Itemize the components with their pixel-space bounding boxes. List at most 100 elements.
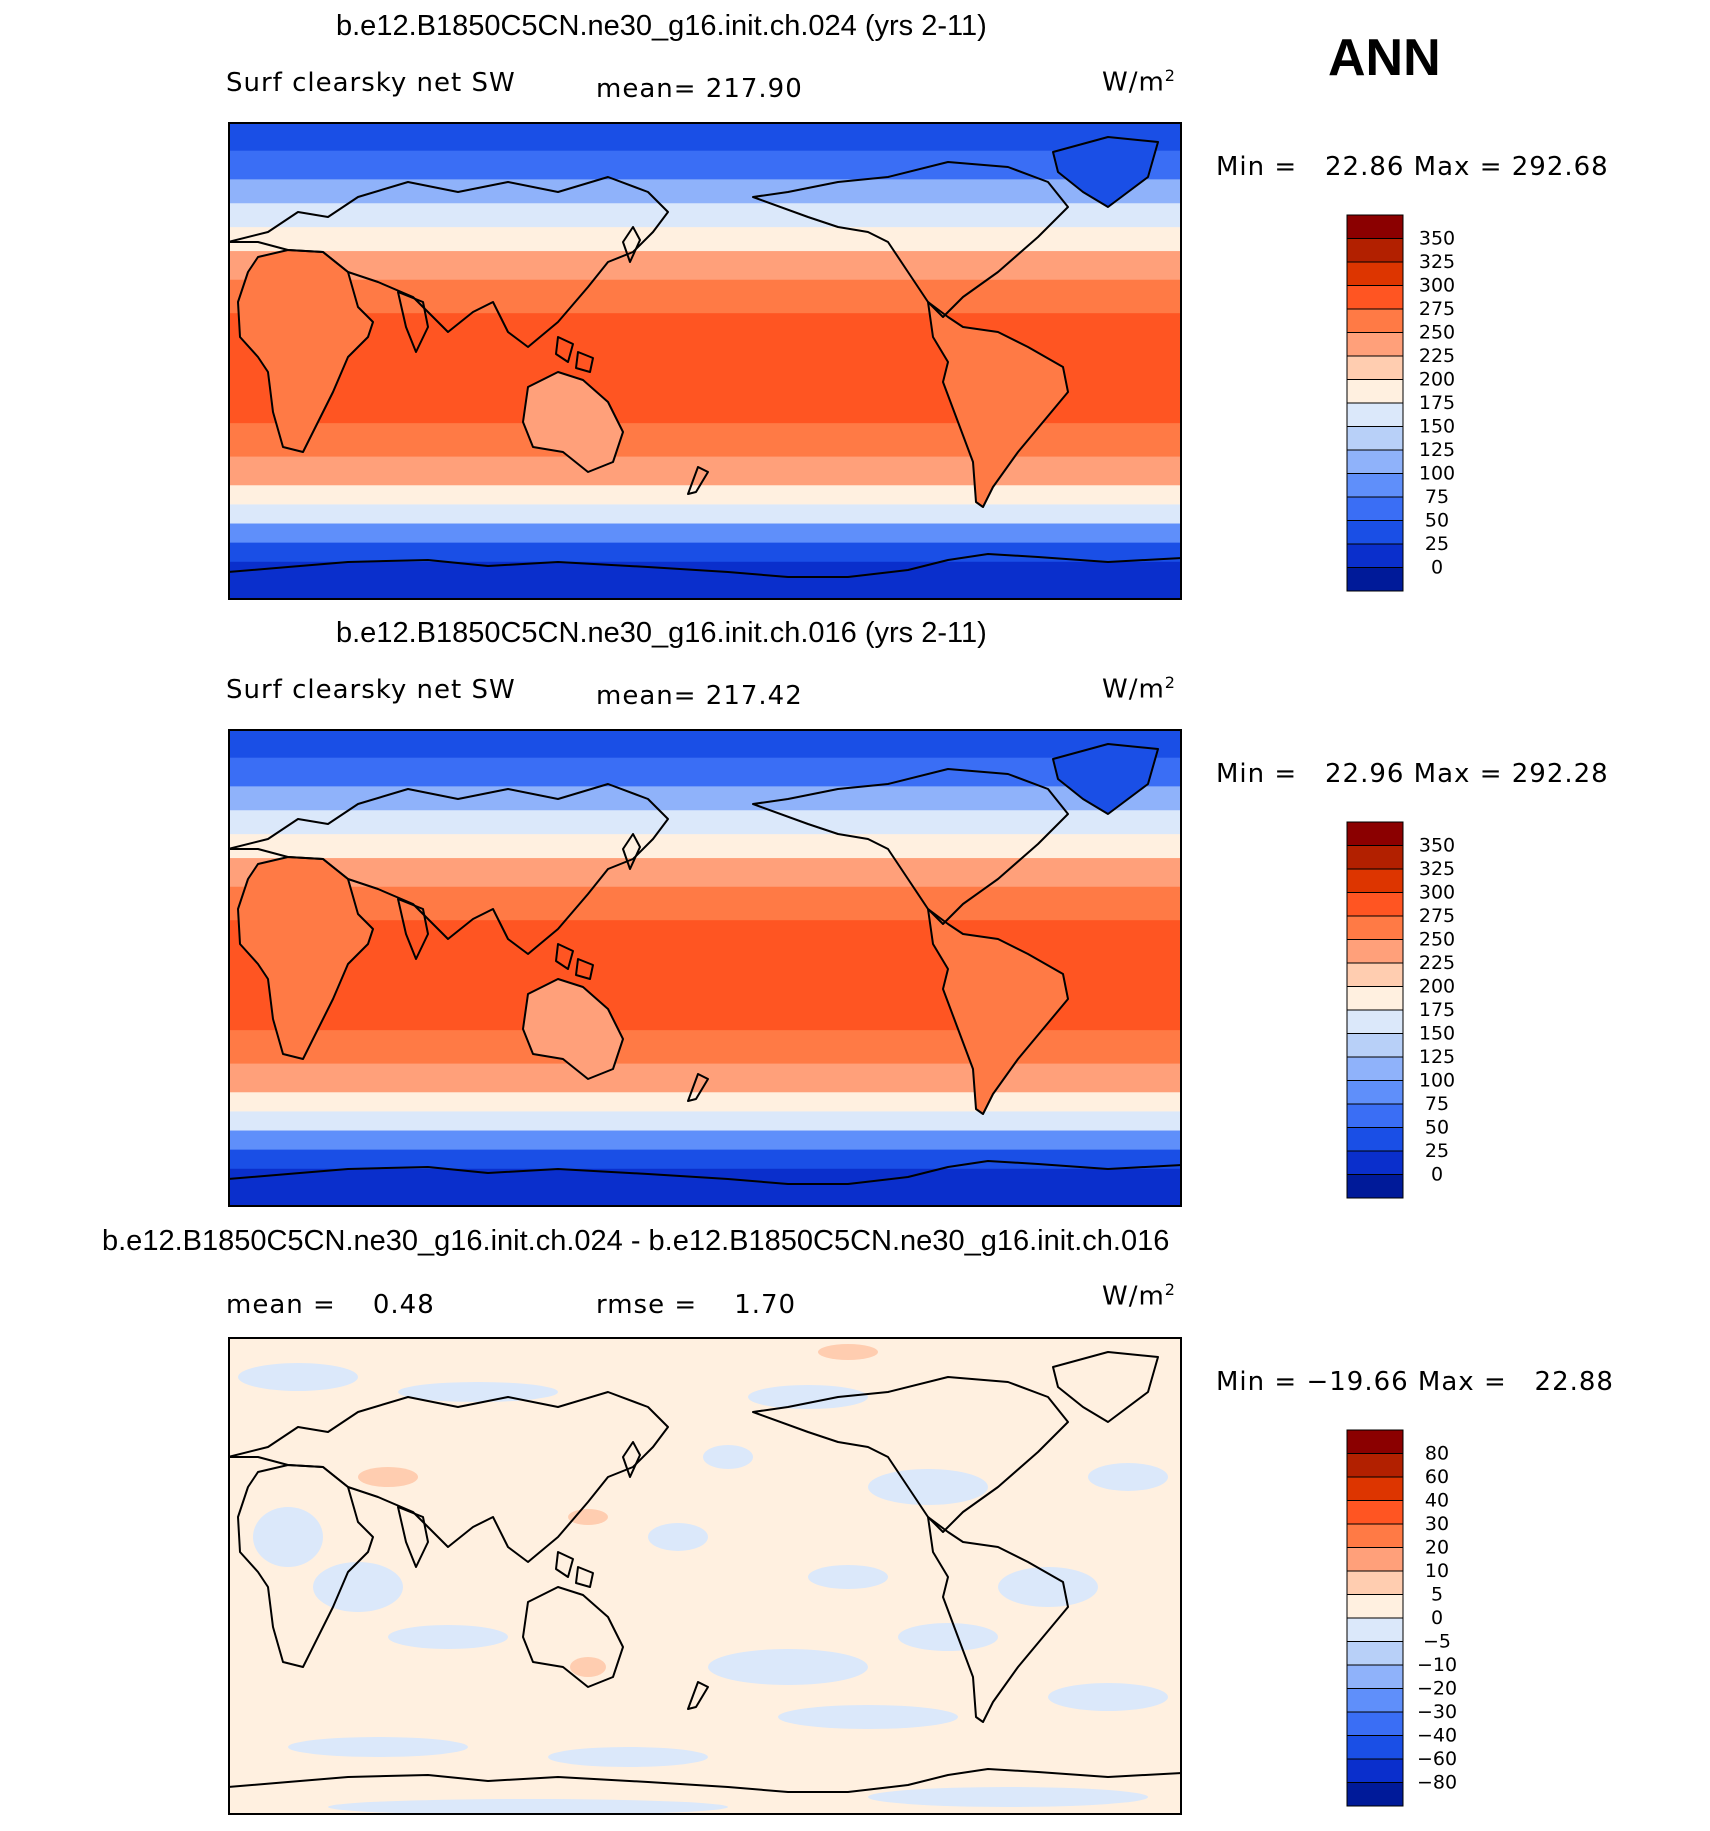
contour-band (228, 1149, 1182, 1170)
legend-swatch (1346, 1523, 1404, 1548)
coastline (228, 176, 669, 348)
legend-label: 175 (1419, 999, 1455, 1021)
contour-blob (818, 1344, 878, 1360)
legend-swatch (1346, 261, 1404, 286)
coastline (555, 336, 574, 363)
contour-band (228, 227, 1182, 253)
legend-swatch (1346, 1103, 1404, 1128)
coastline (687, 466, 709, 495)
contour-blob (808, 1565, 888, 1589)
contour-band (228, 150, 1182, 181)
legend-swatch (1346, 520, 1404, 545)
contour-blob (998, 1567, 1098, 1607)
legend-swatch (1346, 1547, 1404, 1572)
coastline (555, 943, 574, 970)
coastline (522, 978, 624, 1080)
panel-title: b.e12.B1850C5CN.ne30_g16.init.ch.016 (yr… (336, 617, 987, 649)
coastline (1052, 136, 1159, 208)
contour-band (228, 757, 1182, 788)
contour-blob (238, 1363, 358, 1391)
coastline (687, 1073, 709, 1102)
contour-band (228, 1092, 1182, 1113)
contour-band (228, 834, 1182, 860)
legend-swatch (1346, 1735, 1404, 1760)
contour-blob (1088, 1463, 1168, 1491)
legend-swatch (1346, 845, 1404, 870)
legend-swatch (1346, 1174, 1404, 1199)
legend-swatch (1346, 1782, 1404, 1807)
legend-label: 100 (1419, 463, 1455, 485)
land-shading (928, 302, 1068, 507)
land-shading (1053, 137, 1158, 207)
legend-swatch (1346, 1476, 1404, 1501)
contour-band (228, 122, 1182, 152)
contour-band (228, 251, 1182, 281)
panel-title: b.e12.B1850C5CN.ne30_g16.init.ch.024 (yr… (336, 10, 987, 42)
contour-band (228, 542, 1182, 563)
contour-blob (1048, 1683, 1168, 1711)
coastline (575, 351, 594, 373)
contour-blob (253, 1507, 323, 1567)
contour-band (228, 886, 1182, 922)
legend-swatch (1346, 496, 1404, 521)
legend-label: 0 (1431, 557, 1443, 579)
contour-blob (398, 1382, 558, 1402)
contour-blob (358, 1467, 418, 1487)
legend-swatch (1346, 238, 1404, 263)
legend-swatch (1346, 214, 1404, 239)
legend-swatch (1346, 1033, 1404, 1058)
min-max-stats: Min = 22.96 Max = 292.28 (1216, 759, 1609, 789)
legend-label: 0 (1431, 1164, 1443, 1186)
contour-band (228, 504, 1182, 525)
legend-swatch (1346, 1617, 1404, 1642)
land-shading (523, 979, 623, 1079)
coastline (927, 301, 1069, 508)
coastline (622, 833, 641, 870)
legend-swatch (1346, 962, 1404, 987)
legend-label: 20 (1425, 1537, 1449, 1559)
contour-map (228, 122, 1182, 600)
legend-swatch (1346, 1570, 1404, 1595)
legend-label: 275 (1419, 905, 1455, 927)
legend-swatch (1346, 308, 1404, 333)
contour-band (228, 1130, 1182, 1151)
legend-label: 10 (1425, 1560, 1449, 1582)
contour-blob (388, 1625, 508, 1649)
contour-map (228, 1337, 1182, 1815)
legend-swatch (1346, 473, 1404, 498)
legend-swatch (1346, 1664, 1404, 1689)
rmse-label: rmse = 1.70 (596, 1290, 797, 1320)
legend-label: 25 (1425, 1140, 1449, 1162)
contour-band (228, 1168, 1182, 1207)
units-label: W/m2 (1102, 66, 1176, 98)
contour-map (228, 729, 1182, 1207)
legend-label: 80 (1425, 1443, 1449, 1465)
legend-swatch (1346, 892, 1404, 917)
contour-blob (648, 1523, 708, 1551)
legend-label: 350 (1419, 835, 1455, 857)
legend-swatch (1346, 1688, 1404, 1713)
mean-label: mean = 0.48 (226, 1290, 435, 1320)
legend-swatch (1346, 1500, 1404, 1525)
contour-band (228, 729, 1182, 759)
contour-blob (748, 1385, 868, 1409)
coastline (575, 958, 594, 980)
legend-label: 60 (1425, 1466, 1449, 1488)
contour-band (228, 561, 1182, 600)
contour-band (228, 203, 1182, 229)
legend-label: 75 (1425, 1093, 1449, 1115)
coastline (752, 768, 1069, 925)
legend-swatch (1346, 915, 1404, 940)
legend-label: 225 (1419, 345, 1455, 367)
coastline (228, 783, 669, 955)
contour-band (228, 485, 1182, 506)
coastline (228, 1768, 1182, 1793)
coastline (228, 553, 1182, 578)
legend-swatch (1346, 1711, 1404, 1736)
legend-label: 300 (1419, 882, 1455, 904)
contour-band (228, 786, 1182, 812)
map-frame (228, 122, 1182, 600)
contour-band (228, 810, 1182, 836)
mean-label: mean= 217.90 (596, 74, 803, 104)
